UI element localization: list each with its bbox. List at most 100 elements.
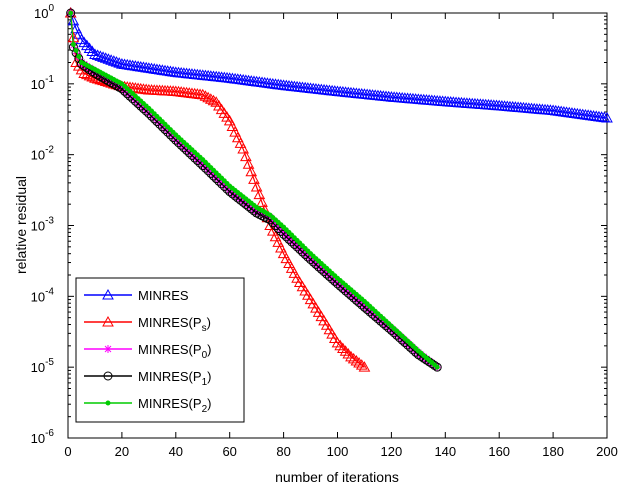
legend-entry: MINRES [84,288,189,303]
circle-marker [432,362,442,372]
triangle-marker [264,219,276,230]
legend-label-close: ) [207,342,211,357]
y-tick-label: 10-2 [31,145,55,163]
x-tick-label: 60 [222,444,236,459]
triangle-marker [202,91,214,103]
legend-label: MINRES(P0) [138,342,211,361]
y-tick-label: 10-4 [31,286,55,304]
triangle-marker [72,28,85,39]
legend-label-subscript: 0 [202,350,208,361]
triangle-marker [339,345,352,356]
triangle-marker [358,361,371,372]
x-tick-label: 80 [276,444,290,459]
x-axis-label: number of iterations [275,469,399,485]
triangle-marker [86,45,99,56]
circle-marker [103,371,113,381]
triangle-marker [331,336,344,348]
y-tick-exponent: 0 [48,3,54,14]
legend-entry: MINRES(P2) [84,396,211,415]
y-tick-label: 10-3 [31,216,55,234]
triangle-marker [102,288,114,300]
y-tick-exponent: -3 [45,216,54,227]
triangle-marker [248,173,260,184]
triangle-marker [347,352,360,364]
x-tick-label: 160 [488,444,510,459]
y-tick-exponent: -2 [45,145,54,156]
y-tick-base: 10 [31,431,45,446]
dot-marker [70,41,76,47]
dot-marker [68,10,74,16]
triangle-marker [234,137,247,148]
y-tick-label: 10-1 [31,74,55,92]
triangle-marker [342,348,355,359]
y-axis-label: relative residual [13,176,29,274]
legend-label: MINRES(Ps) [138,315,211,334]
legend-label-close: ) [207,315,211,330]
triangle-marker [242,158,255,169]
x-tick-label: 140 [434,444,456,459]
x-tick-label: 40 [169,444,183,459]
legend-label: MINRES(P1) [138,369,211,388]
legend-label-main: MINRES [138,288,189,303]
y-tick-exponent: -5 [45,357,54,368]
x-tick-label: 120 [381,444,403,459]
triangle-marker [275,242,287,253]
triangle-marker [94,50,107,61]
y-tick-base: 10 [31,77,45,92]
series-minres [64,6,613,123]
triangle-marker [231,131,244,143]
triangle-marker [245,165,258,177]
y-tick-label: 10-6 [31,428,55,446]
triangle-marker [107,55,120,66]
y-tick-base: 10 [31,219,45,234]
triangle-marker [353,356,365,368]
legend-entry: MINRES(Ps) [84,315,211,334]
triangle-marker [99,52,112,63]
legend-label-subscript: s [202,323,207,334]
triangle-marker [113,57,126,68]
series-layer [64,6,613,372]
triangle-marker [250,180,263,192]
star-marker [104,345,112,353]
triangle-marker [97,51,109,62]
triangle-marker [240,150,252,162]
triangle-marker [256,196,268,207]
legend: MINRESMINRES(Ps)MINRES(P0)MINRES(P1)MINR… [75,277,245,423]
star-stroke [104,345,112,353]
triangle-marker [337,342,349,353]
legend-label-subscript: 2 [202,404,208,415]
triangle-marker [75,33,88,45]
x-tick-label: 20 [115,444,129,459]
legend-label-close: ) [207,369,211,384]
series-line [70,12,438,368]
legend-entry: MINRES(P1) [84,369,211,388]
triangle-marker [83,42,96,54]
triangle-marker [266,225,279,236]
triangle-marker [345,350,357,362]
triangle-marker [105,54,117,65]
triangle-marker [350,354,363,366]
triangle-marker [237,143,250,154]
triangle-marker [89,72,101,83]
triangle-marker [110,56,123,67]
triangle-marker [102,53,115,64]
triangle-marker [253,188,266,200]
y-tick-base: 10 [31,148,45,163]
legend-label-main: MINRES(P [138,396,202,411]
y-tick-base: 10 [31,360,45,375]
triangle-marker [269,230,282,242]
triangle-marker [204,93,217,104]
triangle-marker [355,359,368,370]
legend-label-main: MINRES(P [138,315,202,330]
legend-entry: MINRES(P0) [84,342,211,361]
dot-marker [76,53,82,59]
triangle-marker [226,120,239,132]
triangle-marker [86,71,99,82]
triangle-marker [223,114,236,126]
triangle-marker [207,94,220,106]
dot-marker [73,47,79,53]
legend-label-close: ) [207,396,211,411]
legend-label: MINRES [138,288,189,303]
